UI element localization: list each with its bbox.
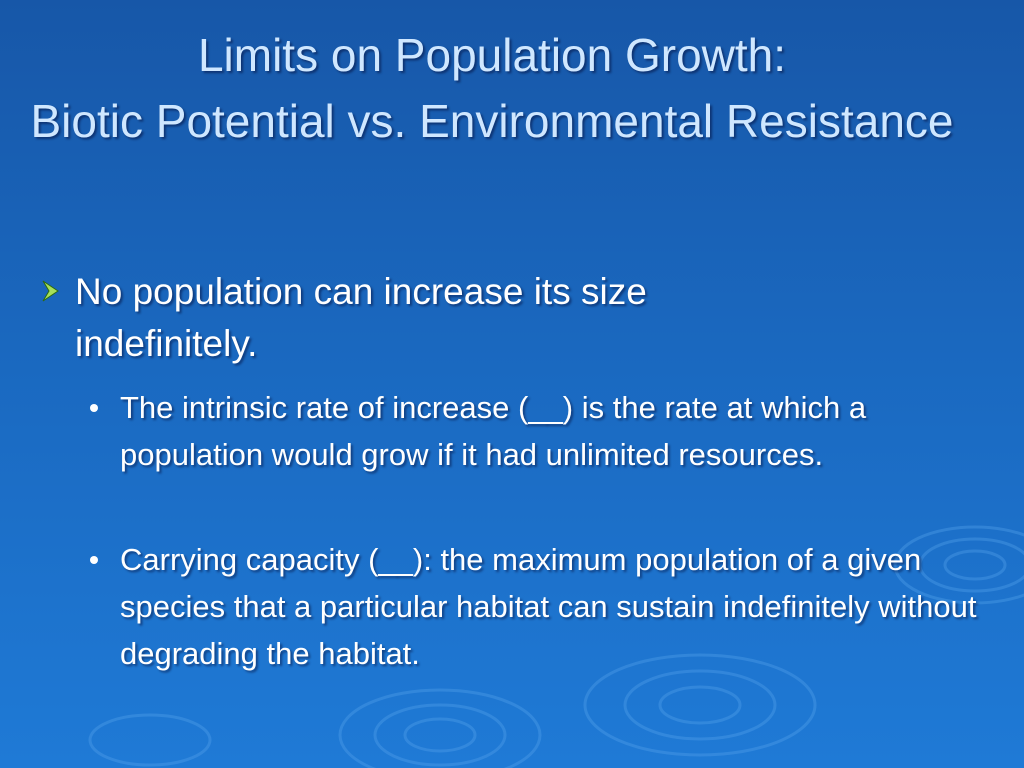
slide-title: Limits on Population Growth: Biotic Pote… [30, 22, 954, 154]
title-line: Limits on Population Growth: [197, 29, 787, 81]
sub-bullet-text: The intrinsic rate of increase (__) is t… [120, 390, 867, 472]
sub-bullet-dot [90, 404, 98, 412]
title-line: Biotic Potential vs. Environmental Resis… [30, 95, 954, 147]
sub-bullet-text: Carrying capacity (__): the maximum popu… [120, 542, 977, 671]
sub-bullet-dot [90, 556, 98, 564]
bullet-arrow [42, 280, 59, 302]
bullet-text: No population can increase its size inde… [75, 271, 647, 364]
